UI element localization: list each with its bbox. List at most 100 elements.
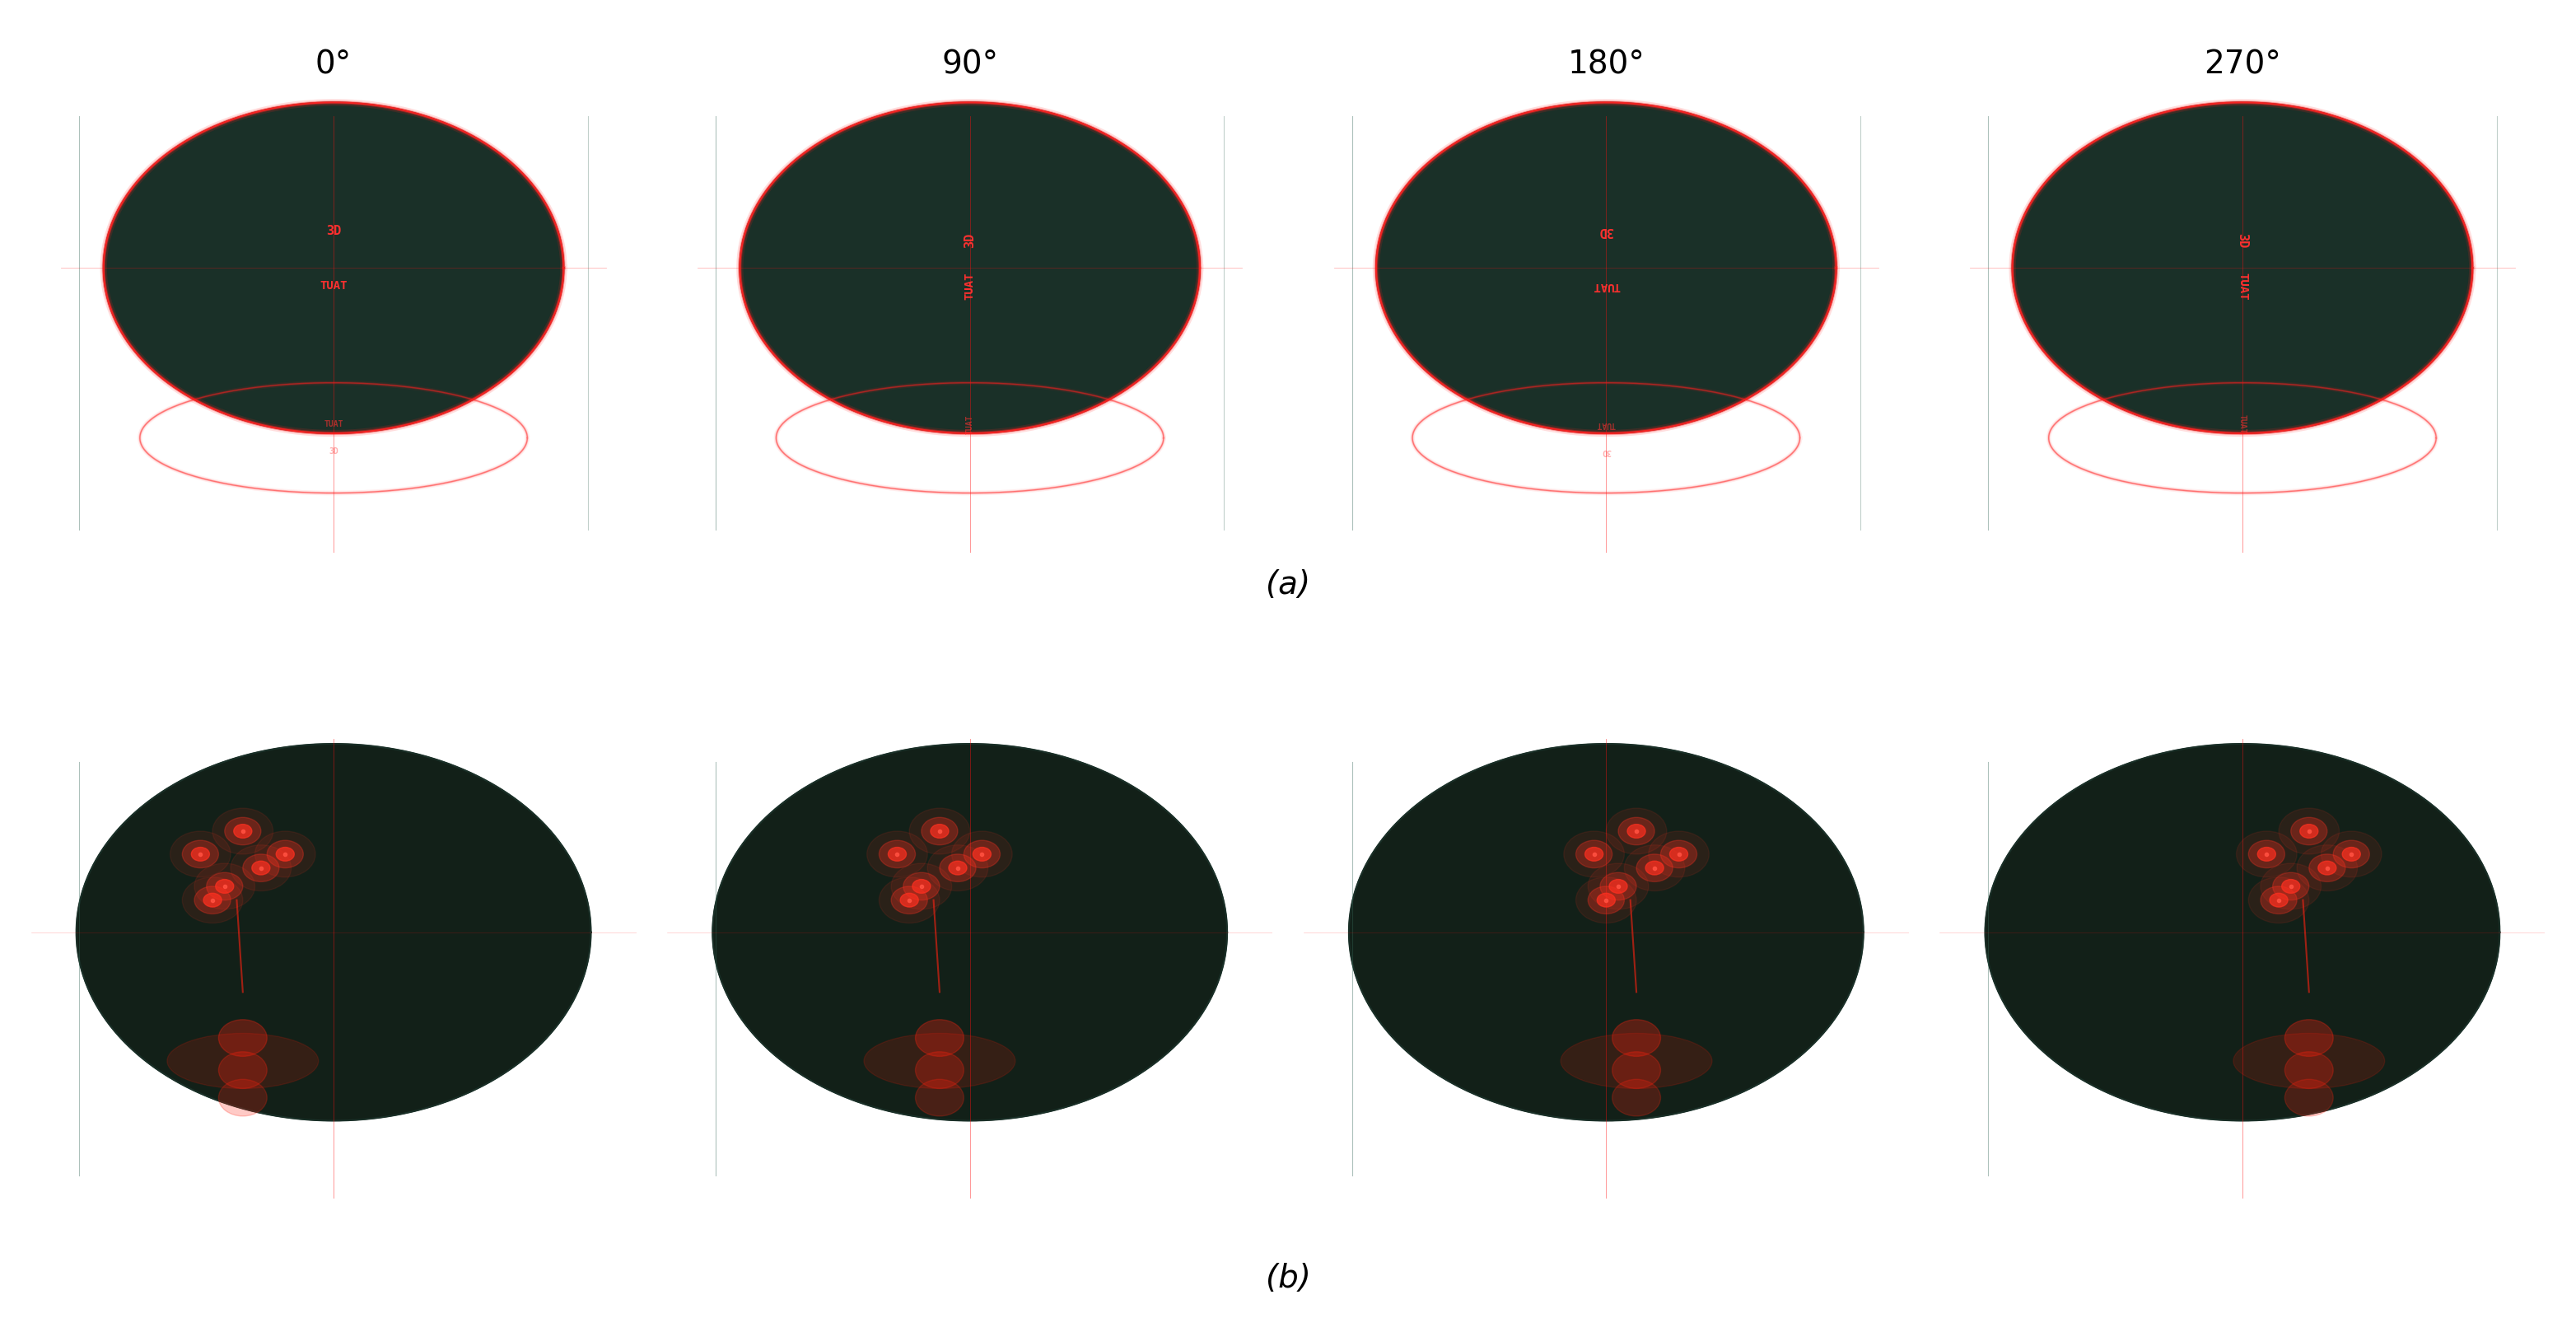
Circle shape (878, 840, 914, 868)
Circle shape (912, 879, 930, 894)
Text: TUAT: TUAT (963, 273, 976, 300)
Circle shape (216, 879, 234, 894)
Circle shape (2249, 840, 2285, 868)
Circle shape (2272, 872, 2308, 900)
Circle shape (1610, 879, 1628, 894)
Circle shape (948, 860, 966, 875)
Circle shape (963, 840, 999, 868)
Ellipse shape (1376, 103, 1837, 433)
Circle shape (2298, 844, 2357, 891)
Circle shape (183, 840, 219, 868)
Circle shape (2282, 879, 2300, 894)
Circle shape (2249, 876, 2308, 923)
Circle shape (2262, 863, 2321, 910)
Text: 270°: 270° (2202, 48, 2282, 80)
Circle shape (2308, 854, 2344, 882)
Circle shape (1577, 840, 1613, 868)
Text: TUAT: TUAT (319, 281, 348, 292)
Circle shape (1577, 876, 1636, 923)
Circle shape (268, 840, 304, 868)
Circle shape (255, 831, 314, 876)
Circle shape (930, 825, 948, 838)
Circle shape (2300, 825, 2318, 838)
Circle shape (891, 863, 951, 910)
Circle shape (224, 818, 260, 844)
Text: TUAT: TUAT (2239, 414, 2246, 434)
Circle shape (2334, 840, 2370, 868)
Ellipse shape (2012, 103, 2473, 433)
Circle shape (252, 860, 270, 875)
Circle shape (2280, 809, 2339, 854)
Circle shape (2269, 894, 2287, 907)
Circle shape (1669, 847, 1687, 860)
Text: 3D: 3D (327, 225, 340, 237)
Circle shape (191, 847, 209, 860)
Text: 3D: 3D (1600, 225, 1613, 237)
Circle shape (909, 809, 971, 854)
Circle shape (2285, 1079, 2334, 1116)
Circle shape (204, 894, 222, 907)
Circle shape (1613, 1052, 1662, 1088)
Ellipse shape (739, 103, 1200, 433)
Ellipse shape (103, 103, 564, 433)
Circle shape (170, 831, 232, 876)
Circle shape (1613, 1019, 1662, 1056)
Circle shape (899, 894, 920, 907)
Circle shape (219, 1052, 268, 1088)
Text: 3D: 3D (2236, 233, 2249, 248)
Circle shape (1636, 854, 1672, 882)
Circle shape (940, 854, 976, 882)
Ellipse shape (863, 1034, 1015, 1088)
Circle shape (2257, 847, 2275, 860)
Text: TUAT: TUAT (325, 420, 343, 428)
Circle shape (2262, 886, 2298, 914)
Circle shape (2342, 847, 2360, 860)
Circle shape (1646, 860, 1664, 875)
Ellipse shape (714, 743, 1226, 1120)
Circle shape (974, 847, 992, 860)
Circle shape (891, 886, 927, 914)
Circle shape (878, 876, 940, 923)
Text: TUAT: TUAT (1592, 281, 1620, 292)
Circle shape (1597, 894, 1615, 907)
Text: 0°: 0° (314, 48, 353, 80)
Circle shape (2321, 831, 2383, 876)
Circle shape (2290, 818, 2326, 844)
Circle shape (2285, 1052, 2334, 1088)
Text: 3D: 3D (1602, 448, 1610, 456)
Text: 180°: 180° (1566, 48, 1646, 80)
Ellipse shape (1350, 743, 1862, 1120)
Circle shape (927, 844, 989, 891)
Ellipse shape (1986, 743, 2499, 1120)
Circle shape (1600, 872, 1636, 900)
Text: 3D: 3D (330, 448, 337, 456)
Circle shape (1584, 847, 1602, 860)
Circle shape (193, 863, 255, 910)
Circle shape (206, 872, 242, 900)
Circle shape (193, 886, 232, 914)
Circle shape (914, 1052, 963, 1088)
Circle shape (1662, 840, 1698, 868)
Circle shape (242, 854, 278, 882)
Circle shape (868, 831, 927, 876)
Circle shape (1607, 809, 1667, 854)
Circle shape (2236, 831, 2298, 876)
Circle shape (183, 876, 242, 923)
Circle shape (1618, 818, 1654, 844)
Text: TUAT: TUAT (1597, 420, 1615, 428)
Circle shape (276, 847, 294, 860)
Circle shape (232, 844, 291, 891)
Circle shape (1613, 1079, 1662, 1116)
Circle shape (2318, 860, 2336, 875)
Circle shape (904, 872, 940, 900)
Text: TUAT: TUAT (2236, 273, 2249, 300)
Ellipse shape (167, 1034, 319, 1088)
Circle shape (234, 825, 252, 838)
Text: TUAT: TUAT (966, 414, 974, 434)
Text: 90°: 90° (940, 48, 999, 80)
Circle shape (219, 1079, 268, 1116)
Circle shape (1587, 886, 1625, 914)
Ellipse shape (77, 743, 590, 1120)
Ellipse shape (2233, 1034, 2385, 1088)
Circle shape (1649, 831, 1708, 876)
